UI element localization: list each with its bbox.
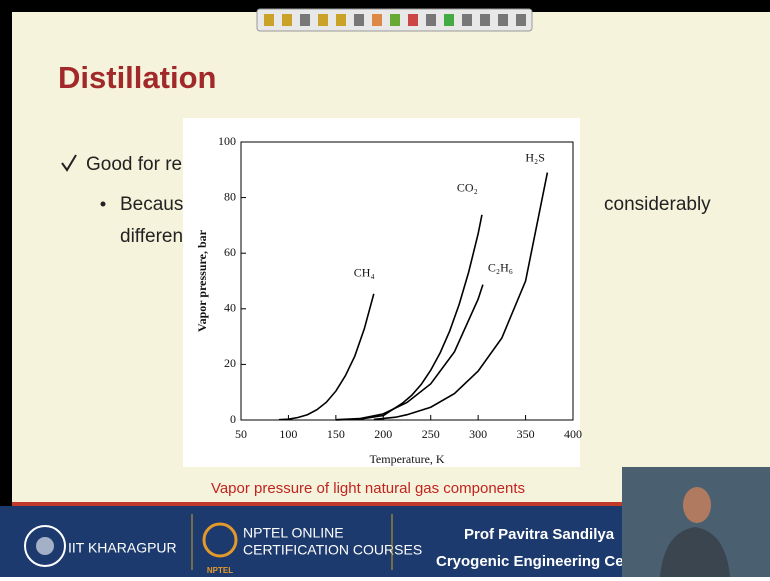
series-label: CH₄: [354, 266, 375, 280]
y-tick-label: 40: [224, 301, 236, 315]
series-label: C₂H₆: [488, 260, 513, 274]
x-tick-label: 150: [327, 427, 345, 441]
webcam-inset: [622, 467, 770, 577]
presenter-dept: Cryogenic Engineering Cen: [436, 553, 633, 570]
slide-title: Distillation: [58, 60, 216, 95]
iit-logo-inner: [36, 537, 54, 555]
y-tick-label: 60: [224, 245, 236, 259]
sub-bullet-dot: [101, 202, 106, 207]
caption: Vapor pressure of light natural gas comp…: [211, 480, 525, 497]
y-tick-label: 100: [218, 134, 236, 148]
y-tick-label: 80: [224, 189, 236, 203]
x-tick-label: 200: [374, 427, 392, 441]
course-line: NPTEL ONLINE: [243, 525, 344, 541]
x-tick-label: 400: [564, 427, 582, 441]
y-tick-label: 0: [230, 412, 236, 426]
series-label: H₂S: [525, 150, 545, 164]
x-tick-label: 300: [469, 427, 487, 441]
y-axis-label: Vapor pressure, bar: [195, 229, 209, 332]
x-tick-label: 250: [422, 427, 440, 441]
nptel-logo-text: NPTEL: [207, 566, 233, 575]
institute-name: IIT KHARAGPUR: [68, 540, 177, 556]
x-tick-label: 50: [235, 427, 247, 441]
toolbar-icons: [264, 14, 526, 26]
presenter-head: [683, 487, 711, 523]
series-label: CO₂: [457, 181, 478, 195]
x-axis-label: Temperature, K: [369, 452, 444, 466]
sub-bullet-text: different: [120, 226, 189, 247]
sub-bullet-text: considerably: [604, 194, 711, 215]
course-line: CERTIFICATION COURSES: [243, 542, 422, 558]
x-tick-label: 100: [279, 427, 297, 441]
screen: Distillation Good for re Because conside…: [0, 0, 770, 577]
sub-bullet-text: Because: [120, 194, 194, 215]
presenter-name: Prof Pavitra Sandilya: [464, 526, 615, 543]
bullet-text: Good for re: [86, 154, 182, 175]
y-tick-label: 20: [224, 356, 236, 370]
toolbar: [257, 9, 532, 31]
x-tick-label: 350: [517, 427, 535, 441]
